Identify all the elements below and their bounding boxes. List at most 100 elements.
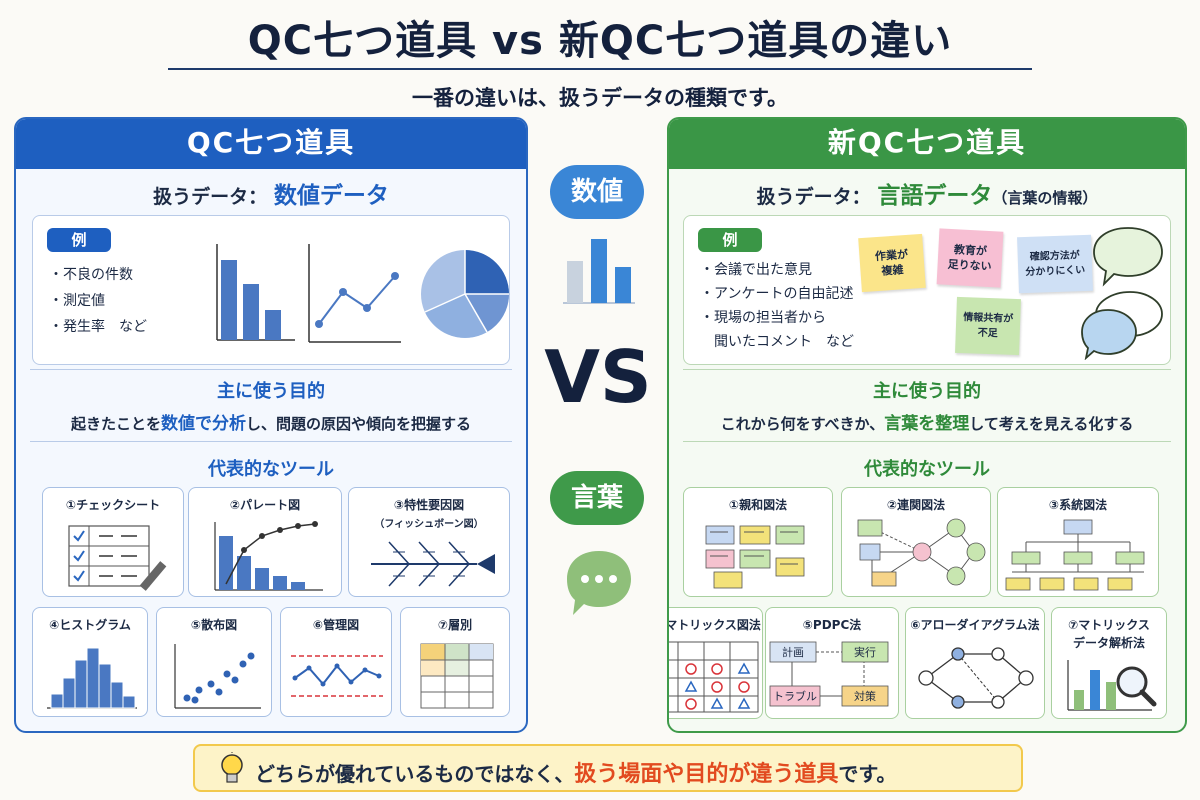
- tool-scatter-plot: ⑤散布図: [156, 607, 272, 717]
- affinity-diagram-icon: [705, 525, 805, 589]
- new-qc7-example-box: 例 ・会議で出た意見 ・アンケートの自由記述 ・現場の担当者から 聞いたコメント…: [683, 215, 1171, 365]
- sticky-note-text: 作業が 複雑: [874, 247, 909, 278]
- pdpc-diagram-icon: 計画 実行 トラブル 対策: [769, 641, 889, 707]
- footer-keyword: 扱う場面や目的が違う道具: [574, 762, 839, 787]
- example-item: ・現場の担当者から: [700, 310, 826, 326]
- new-qc7-tools-title: 代表的なツール: [864, 459, 990, 480]
- pie-chart-illustration: [421, 250, 509, 338]
- check-sheet-icon: [68, 525, 167, 591]
- tool-pdpc: ⑤PDPC法 計画 実行 トラブル 対策: [765, 607, 899, 719]
- summary-footer: どちらが優れているものではなく、扱う場面や目的が違う道具です。: [193, 744, 1023, 792]
- example-item: ・アンケートの自由記述: [700, 286, 854, 302]
- tool-control-chart: ⑥管理図: [280, 607, 392, 717]
- tool-affinity-diagram: ①親和図法: [683, 487, 833, 597]
- tool-histogram: ④ヒストグラム: [32, 607, 148, 717]
- data-analysis-icon: [1067, 660, 1157, 711]
- fishbone-icon: [371, 541, 495, 587]
- example-item: ・不良の件数: [49, 267, 133, 283]
- center-comparison: 数値 VS 言葉: [531, 117, 665, 733]
- pdpc-label-do: 実行: [854, 645, 876, 659]
- tool-label: ⑦マトリックス データ解析法: [1052, 616, 1166, 652]
- new-qc7-purpose-text: これから何をすべきか、言葉を整理して考えを見える化する: [669, 409, 1185, 434]
- qc7-data-type: 扱うデータ： 数値データ: [16, 176, 526, 210]
- example-tag: 例: [47, 228, 111, 252]
- qc7-panel-title: QC七つ道具: [16, 119, 526, 169]
- arrow-diagram-icon: [918, 647, 1034, 709]
- pdpc-label-measure: 対策: [854, 689, 876, 703]
- title-underline: [168, 68, 1032, 70]
- histogram-icon: [47, 647, 137, 709]
- scatter-plot-icon: [174, 644, 261, 709]
- footer-pre: どちらが優れているものではなく、: [255, 762, 575, 786]
- speech-bubble-icon: [567, 551, 631, 615]
- tool-label-line: ③特性要因図: [393, 498, 465, 512]
- tool-label-line: データ解析法: [1072, 636, 1145, 650]
- example-item: ・会議で出た意見: [700, 262, 812, 278]
- tool-label: ①親和図法: [728, 498, 788, 512]
- purpose-post: して考えを見える化する: [969, 415, 1134, 433]
- tool-fishbone-diagram: ③特性要因図 （フィッシュボーン図）: [348, 487, 510, 597]
- sticky-note: 教育が 足りない: [936, 228, 1004, 288]
- new-qc7-panel-title: 新QC七つ道具: [669, 119, 1185, 169]
- tool-pareto-chart: ②パレート図: [188, 487, 342, 597]
- tool-label: ④ヒストグラム: [49, 618, 131, 632]
- tool-arrow-diagram: ⑥アローダイアグラム法: [905, 607, 1045, 719]
- divider: [30, 369, 512, 370]
- tool-label: ⑤PDPC法: [802, 618, 862, 632]
- tool-check-sheet: ①チェックシート: [42, 487, 184, 597]
- tool-label: ①チェックシート: [65, 498, 161, 512]
- sticky-note-text: 教育が 足りない: [947, 243, 992, 274]
- page-title: QC七つ道具 vs 新QC七つ道具の違い: [247, 18, 953, 64]
- line-chart-illustration: [308, 244, 401, 343]
- sticky-note-text: 確認方法が 分かりにくい: [1025, 250, 1086, 279]
- sticky-note: 情報共有が 不足: [955, 296, 1021, 356]
- purpose-post: し、問題の原因や傾向を把握する: [246, 415, 472, 433]
- qc7-tools-title: 代表的なツール: [208, 459, 334, 480]
- pdpc-label-trouble: トラブル: [773, 689, 817, 703]
- example-item: 聞いたコメント など: [700, 334, 854, 350]
- tool-relations-diagram: ②連関図法: [841, 487, 991, 597]
- tool-label: ③系統図法: [1048, 498, 1108, 512]
- data-type-value: 数値データ: [273, 183, 389, 209]
- purpose-keyword: 数値で分析: [161, 414, 246, 434]
- data-type-value: 言語データ: [877, 183, 993, 209]
- divider: [683, 441, 1171, 442]
- tool-label: ③特性要因図 （フィッシュボーン図）: [349, 496, 509, 534]
- example-tag: 例: [698, 228, 762, 252]
- data-label: 扱うデータ：: [756, 186, 871, 208]
- pdpc-label-plan: 計画: [782, 645, 804, 659]
- example-item: ・発生率 など: [49, 319, 147, 335]
- footer-text: どちらが優れているものではなく、扱う場面や目的が違う道具です。: [255, 756, 896, 788]
- lightbulb-icon: [221, 752, 243, 783]
- qc7-example-box: 例 ・不良の件数 ・測定値 ・発生率 など: [32, 215, 510, 365]
- stratification-icon: [420, 643, 494, 709]
- page-subtitle: 一番の違いは、扱うデータの種類です。: [412, 86, 788, 110]
- qc7-purpose-text: 起きたことを数値で分析し、問題の原因や傾向を把握する: [16, 409, 526, 434]
- tool-label: ④マトリックス図法: [669, 618, 761, 632]
- new-qc7-purpose-title: 主に使う目的: [873, 381, 981, 402]
- sticky-note: 作業が 複雑: [858, 233, 926, 293]
- relations-diagram-icon: [857, 518, 986, 587]
- purpose-keyword: 言葉を整理: [884, 414, 970, 434]
- tool-matrix-data-analysis: ⑦マトリックス データ解析法: [1051, 607, 1167, 719]
- tool-label: ⑦層別: [437, 618, 473, 632]
- sticky-note-text: 情報共有が 不足: [963, 312, 1014, 340]
- tool-tree-diagram: ③系統図法: [997, 487, 1159, 597]
- numeric-badge: 数値: [550, 165, 644, 219]
- tool-matrix-diagram: ④マトリックス図法: [669, 607, 763, 719]
- example-item: ・測定値: [49, 293, 105, 309]
- bar-chart-icon: [563, 239, 635, 304]
- new-qc7-data-type: 扱うデータ： 言語データ（言葉の情報）: [669, 176, 1185, 210]
- tool-label: ⑤散布図: [190, 618, 238, 632]
- words-badge: 言葉: [550, 471, 644, 525]
- tool-label: ⑥アローダイアグラム法: [910, 618, 1040, 632]
- tree-diagram-icon: [1005, 519, 1145, 591]
- qc7-purpose-title: 主に使う目的: [217, 381, 325, 402]
- divider: [683, 369, 1171, 370]
- purpose-pre: 起きたことを: [70, 415, 161, 433]
- new-qc7-panel: 新QC七つ道具 扱うデータ： 言語データ（言葉の情報） 例 ・会議で出た意見 ・…: [667, 117, 1187, 733]
- example-list: ・会議で出た意見 ・アンケートの自由記述 ・現場の担当者から 聞いたコメント な…: [700, 258, 854, 354]
- divider: [30, 441, 512, 442]
- data-label: 扱うデータ：: [153, 186, 268, 208]
- matrix-diagram-icon: [669, 641, 759, 713]
